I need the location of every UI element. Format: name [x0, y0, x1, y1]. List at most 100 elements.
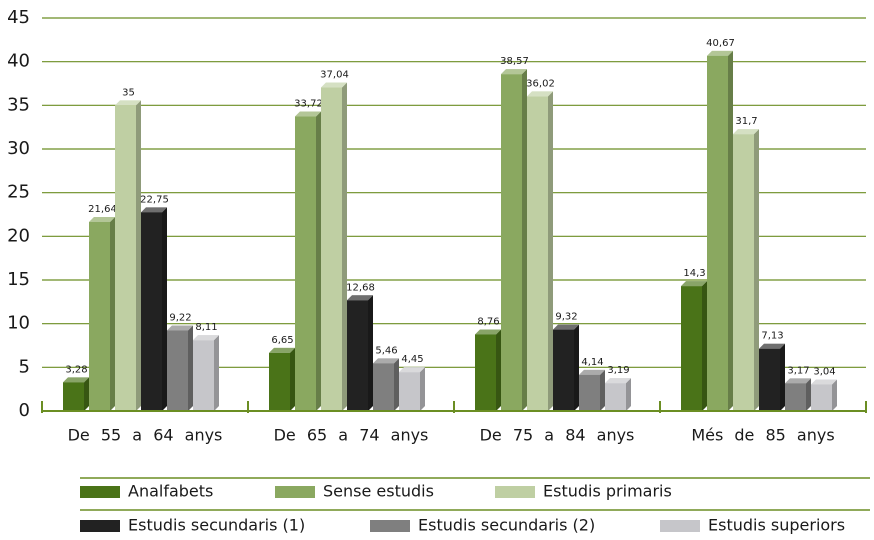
value-label: 38,57: [500, 56, 529, 67]
bar: [785, 383, 806, 411]
bar-side-shade: [214, 335, 219, 411]
bar: [811, 384, 832, 411]
value-label: 9,32: [555, 312, 577, 323]
value-label: 31,7: [735, 116, 757, 127]
bar-side-shade: [496, 329, 501, 411]
bar-side: [496, 329, 501, 411]
bar-top: [681, 281, 707, 287]
bar-side-shade: [342, 82, 347, 411]
bar-side-shade: [188, 325, 193, 411]
bar-top-shade: [501, 69, 527, 75]
bar-top-shade: [373, 358, 399, 364]
bar: [399, 372, 420, 411]
bar-top-shade: [811, 379, 837, 385]
bar-side-shade: [754, 129, 759, 412]
bar-side: [522, 69, 527, 411]
value-label: 37,04: [320, 70, 349, 81]
legend-label: Estudis secundaris (1): [128, 516, 305, 535]
value-label: 12,68: [346, 282, 375, 293]
bar: [579, 374, 600, 411]
x-tick-label: De 65 a 74 anys: [274, 426, 429, 445]
bar: [733, 134, 754, 412]
bar-top: [295, 111, 321, 117]
bar-top: [89, 217, 115, 223]
bar-top: [347, 295, 373, 301]
y-tick-label: 10: [7, 313, 30, 334]
bar-top: [115, 100, 141, 106]
bar-side: [342, 82, 347, 411]
bar-side-shade: [368, 295, 373, 411]
bar: [759, 348, 780, 411]
bar-top: [321, 82, 347, 88]
bar-top-shade: [475, 329, 501, 335]
bar-top-shade: [167, 325, 193, 331]
bar-top-shade: [295, 111, 321, 117]
bar-side: [702, 281, 707, 411]
y-tick-label: 15: [7, 269, 30, 290]
legend-swatch: [80, 486, 120, 498]
bar-top: [811, 379, 837, 385]
bar-top-shade: [193, 335, 219, 341]
value-label: 5,46: [375, 345, 397, 356]
bar-top: [759, 343, 785, 349]
bar-side: [110, 217, 115, 411]
bar-side-shade: [626, 378, 631, 411]
y-tick-label: 0: [19, 400, 30, 421]
bar: [475, 334, 496, 411]
bar-top: [501, 69, 527, 75]
bar-side-shade: [548, 91, 553, 412]
bar-side: [548, 91, 553, 412]
y-tick-label: 40: [7, 51, 30, 72]
bar-side-shade: [780, 343, 785, 411]
bar-top: [527, 91, 553, 97]
value-label: 3,17: [787, 365, 809, 376]
bar-top: [605, 378, 631, 384]
value-label: 14,3: [683, 268, 705, 279]
legend-label: Estudis primaris: [543, 482, 672, 501]
bar-top-shade: [399, 367, 425, 373]
value-label: 7,13: [761, 331, 783, 342]
bar-top: [707, 50, 733, 56]
bar: [321, 87, 342, 411]
legend-swatch: [495, 486, 535, 498]
bar: [269, 352, 290, 411]
value-label: 21,64: [88, 204, 117, 215]
value-label: 33,72: [294, 99, 323, 110]
bar: [167, 330, 188, 411]
value-label: 8,11: [195, 322, 217, 333]
value-label: 6,65: [271, 335, 293, 346]
bar-top-shade: [733, 129, 759, 135]
bar-top-shade: [579, 369, 605, 375]
bar: [141, 212, 162, 411]
bar-top-shade: [553, 324, 579, 330]
value-label: 3,19: [607, 365, 629, 376]
bar: [553, 329, 574, 411]
bar-top-shade: [347, 295, 373, 301]
bar-top: [63, 377, 89, 383]
legend-label: Analfabets: [128, 482, 213, 501]
y-tick-label: 25: [7, 182, 30, 203]
bar-side-shade: [832, 379, 837, 411]
bar-side: [290, 347, 295, 411]
bar-top: [553, 324, 579, 330]
legend-swatch: [370, 520, 410, 532]
bar: [501, 74, 522, 411]
bar-side-shade: [702, 281, 707, 411]
bar-side-shade: [420, 367, 425, 411]
bar-top-shade: [527, 91, 553, 97]
bar-side-shade: [110, 217, 115, 411]
bar-top-shade: [89, 217, 115, 223]
legend-label: Estudis secundaris (2): [418, 516, 595, 535]
y-tick-label: 5: [19, 356, 30, 377]
bar-side: [84, 377, 89, 411]
value-label: 4,45: [401, 354, 423, 365]
bar-top-shade: [707, 50, 733, 56]
bar: [89, 222, 110, 411]
bar-top: [373, 358, 399, 364]
x-tick-label: De 55 a 64 anys: [68, 426, 223, 445]
bar-side-shade: [522, 69, 527, 411]
bar-side: [136, 100, 141, 411]
bar-top: [733, 129, 759, 135]
bar: [295, 116, 316, 412]
